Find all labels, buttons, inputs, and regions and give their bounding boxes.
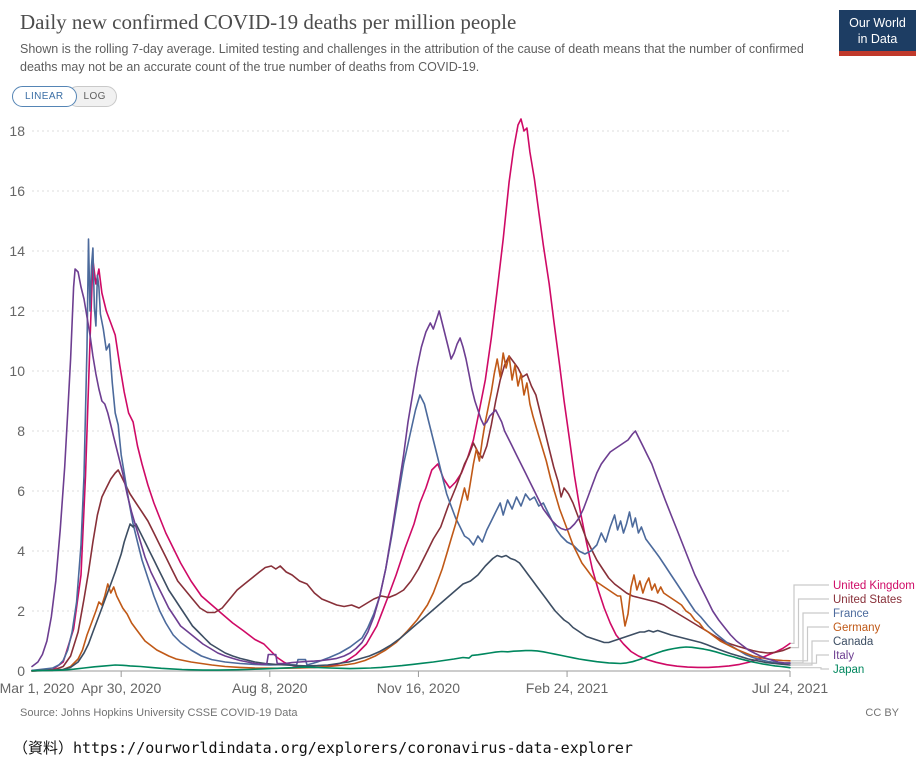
scale-toggle: LINEAR LOG [12, 86, 117, 107]
series-line-canada[interactable] [31, 523, 791, 672]
owid-logo-line2: in Data [857, 31, 898, 46]
x-tick-label: Apr 30, 2020 [81, 680, 161, 696]
y-tick-label: 18 [9, 123, 25, 139]
linear-scale-button[interactable]: LINEAR [12, 86, 77, 107]
legend-connector-italy [791, 654, 829, 664]
series-line-italy[interactable] [31, 268, 791, 668]
legend-label-united-states[interactable]: United States [833, 594, 902, 606]
gridlines-group: 0 2 4 6 8 10 12 14 16 18 Mar 1, 2020 Apr 30, 2020 Au… [0, 123, 828, 696]
legend-connector-united-kingdom [791, 584, 829, 644]
y-tick-label: 12 [9, 303, 25, 319]
legend-group: United Kingdom United States France Germany… [791, 580, 915, 676]
x-tick-label: Aug 8, 2020 [232, 680, 308, 696]
footer-caption: （資料）https://ourworldindata.org/explorers… [13, 739, 633, 757]
series-line-germany[interactable] [31, 352, 791, 672]
x-tick-label: Feb 24, 2021 [526, 680, 609, 696]
legend-connector-united-states [791, 598, 829, 649]
series-line-united-states[interactable] [31, 355, 791, 672]
legend-connector-germany [791, 626, 829, 662]
series-group [31, 118, 791, 672]
y-tick-label: 4 [17, 543, 25, 559]
series-line-japan[interactable] [31, 646, 791, 672]
legend-label-united-kingdom[interactable]: United Kingdom [833, 580, 915, 592]
y-tick-label: 10 [9, 363, 25, 379]
chart-subtitle: Shown is the rolling 7-day average. Limi… [20, 42, 804, 74]
x-tick-label: Jul 24, 2021 [752, 680, 828, 696]
y-tick-label: 16 [9, 183, 25, 199]
series-line-united-kingdom[interactable] [31, 118, 791, 672]
legend-connector-japan [791, 667, 829, 670]
legend-label-canada[interactable]: Canada [833, 636, 874, 648]
legend-label-germany[interactable]: Germany [833, 622, 881, 634]
y-tick-label: 0 [17, 663, 25, 679]
y-tick-label: 2 [17, 603, 25, 619]
source-text[interactable]: Source: Johns Hopkins University CSSE CO… [20, 707, 298, 719]
y-tick-label: 8 [17, 423, 25, 439]
series-line-france[interactable] [31, 238, 791, 672]
y-tick-label: 6 [17, 483, 25, 499]
owid-logo-line1: Our World [849, 16, 906, 30]
license-badge[interactable]: CC BY [865, 707, 899, 719]
legend-connector-canada [791, 640, 829, 666]
x-tick-label: Nov 16, 2020 [377, 680, 460, 696]
owid-logo: Our World in Data [839, 10, 916, 57]
page-title: Daily new confirmed COVID-19 deaths per … [20, 10, 517, 34]
legend-label-japan[interactable]: Japan [833, 664, 864, 676]
source-row: Source: Johns Hopkins University CSSE CO… [20, 707, 899, 719]
y-tick-label: 14 [9, 243, 25, 259]
legend-label-italy[interactable]: Italy [833, 650, 854, 662]
x-tick-label: Mar 1, 2020 [0, 680, 75, 696]
legend-label-france[interactable]: France [833, 608, 869, 620]
